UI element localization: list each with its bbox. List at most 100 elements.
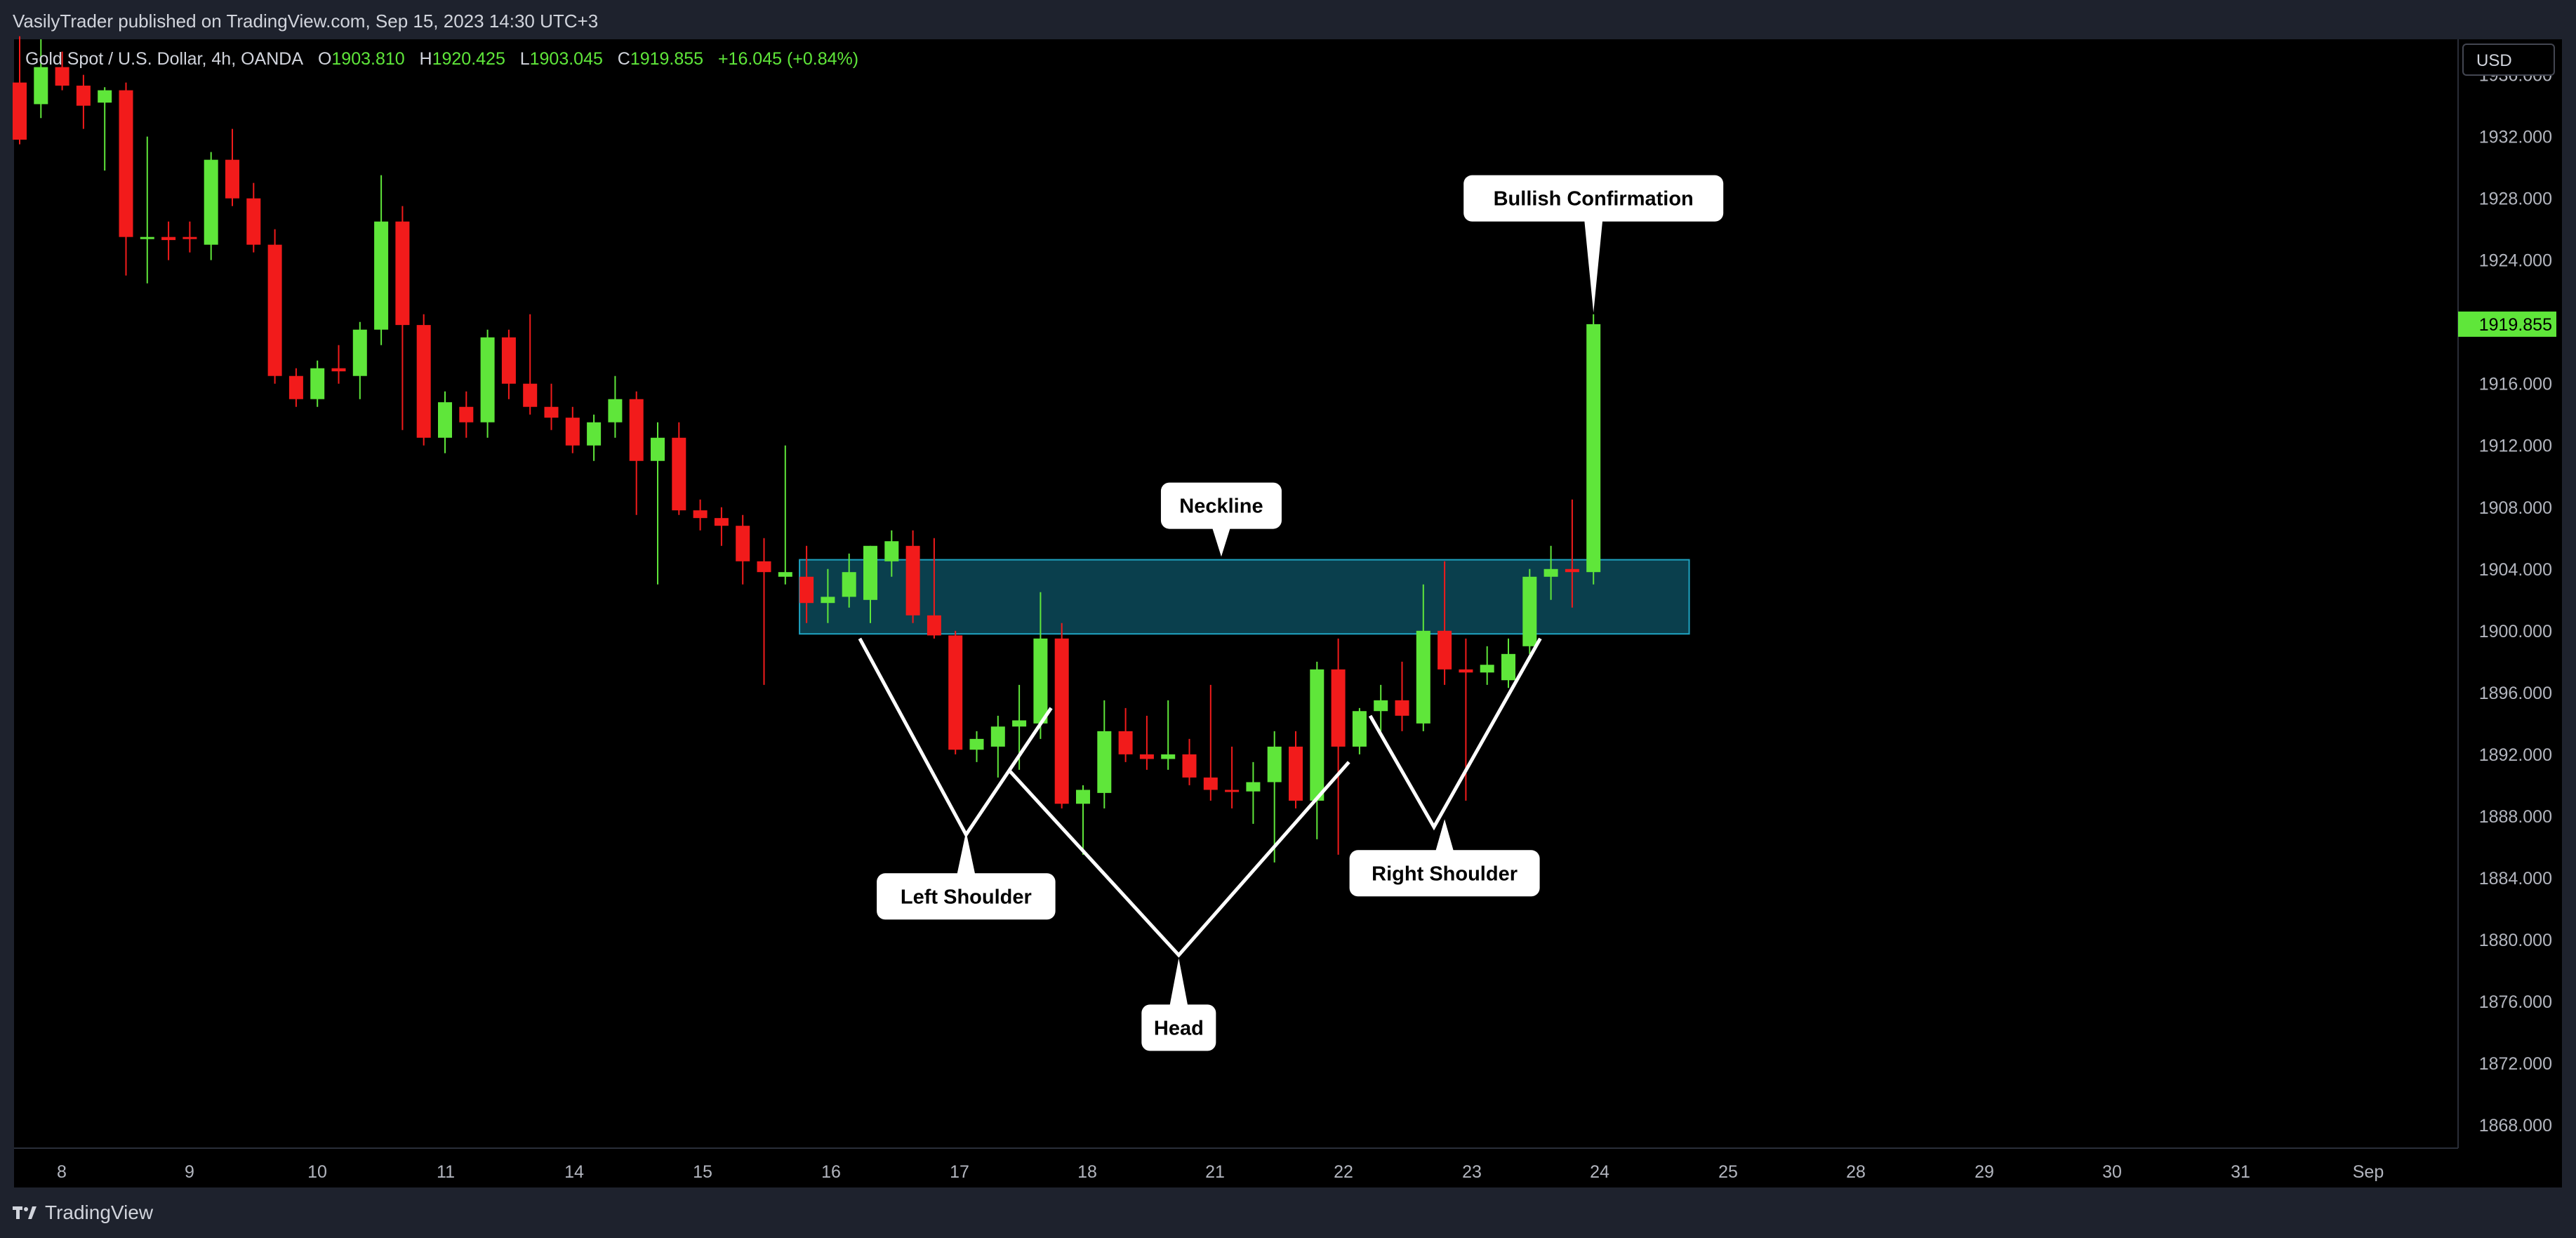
candle-body <box>1289 746 1303 801</box>
annotation-pointer <box>1169 958 1188 1006</box>
candle <box>1331 638 1346 855</box>
candle-body <box>1331 669 1346 747</box>
candle <box>842 553 856 608</box>
time-tick-label: 18 <box>1077 1162 1097 1182</box>
candle-body <box>310 368 325 399</box>
time-tick-label: 24 <box>1590 1162 1609 1182</box>
candle-body <box>161 237 176 241</box>
time-tick-label: 23 <box>1462 1162 1482 1182</box>
candle-body <box>225 159 239 199</box>
candle <box>438 391 452 453</box>
candle <box>1501 638 1515 688</box>
annotation-callout[interactable]: Right Shoulder <box>1349 819 1540 897</box>
candle-body <box>459 406 474 422</box>
price-tick-label: 1916.000 <box>2479 375 2552 394</box>
candle <box>1076 785 1090 855</box>
time-tick-label: 25 <box>1718 1162 1738 1182</box>
candle-body <box>267 244 282 376</box>
candle-body <box>736 526 750 561</box>
annotation-callout[interactable]: Left Shoulder <box>877 831 1056 920</box>
annotation-pointer <box>957 831 976 875</box>
currency-button[interactable]: USD <box>2462 44 2555 76</box>
candle-body <box>1459 669 1473 673</box>
candle-body <box>778 572 792 577</box>
candle-body <box>204 159 218 245</box>
annotation-callout[interactable]: Neckline <box>1160 482 1282 557</box>
candle <box>736 514 750 585</box>
time-tick-label: 21 <box>1205 1162 1225 1182</box>
candle <box>1139 715 1154 770</box>
price-tick-label: 1928.000 <box>2479 189 2552 209</box>
candle-body <box>1267 746 1282 783</box>
candle <box>1310 661 1324 839</box>
annotation-pointer <box>1584 220 1603 313</box>
candle-body <box>501 337 516 384</box>
candle <box>905 530 920 623</box>
candle <box>288 368 303 407</box>
candle <box>1267 731 1282 863</box>
candle <box>990 715 1005 778</box>
candle <box>501 329 516 399</box>
candle <box>948 630 963 754</box>
candle-body <box>629 399 644 461</box>
candle-body <box>480 337 495 422</box>
candle-body <box>714 518 729 526</box>
candle <box>161 221 176 260</box>
price-tick-label: 1908.000 <box>2479 498 2552 518</box>
symbol-name: Gold Spot / U.S. Dollar, 4h, OANDA <box>25 49 303 69</box>
candle-body <box>608 399 623 422</box>
annotation-box <box>877 873 1056 920</box>
candle <box>884 530 899 577</box>
candle-body <box>331 368 346 372</box>
candle-body <box>1118 731 1133 754</box>
candle <box>565 406 580 453</box>
candle <box>1480 646 1494 685</box>
candle <box>1182 738 1197 785</box>
candle-body <box>1225 790 1240 792</box>
candle-body <box>1097 731 1112 793</box>
candle-body <box>98 90 112 103</box>
candle <box>98 87 112 171</box>
candle-body <box>842 572 856 597</box>
candle-body <box>374 221 389 330</box>
time-tick-label: 11 <box>437 1162 455 1182</box>
candle <box>310 360 325 407</box>
published-header: VasilyTrader published on TradingView.co… <box>0 0 2576 39</box>
candle-body <box>246 198 261 245</box>
annotation-label: Bullish Confirmation <box>1494 188 1694 211</box>
candle <box>587 414 602 461</box>
annotation-label: Right Shoulder <box>1372 863 1518 885</box>
open-value: 1903.810 <box>331 49 405 69</box>
pattern-line <box>1007 761 1350 958</box>
candle <box>863 545 877 623</box>
candle-body <box>119 90 133 237</box>
candle-body <box>395 221 410 326</box>
candle <box>608 375 623 438</box>
candle <box>1033 592 1048 739</box>
candle <box>1543 545 1558 600</box>
candle <box>1225 746 1240 808</box>
candle <box>267 229 282 384</box>
candle-body <box>523 383 538 407</box>
candle <box>1352 707 1367 754</box>
price-tick-label: 1872.000 <box>2479 1054 2552 1074</box>
annotation-callout[interactable]: Head <box>1141 958 1216 1051</box>
candle <box>523 314 538 415</box>
candle <box>76 74 91 129</box>
price-tick-label: 1900.000 <box>2479 622 2552 641</box>
candle-body <box>1246 782 1261 792</box>
price-tick-label: 1888.000 <box>2479 807 2552 827</box>
footer: TradingView <box>0 1187 2576 1238</box>
candle <box>1522 568 1537 654</box>
candle-body <box>863 545 877 600</box>
candle-body <box>990 726 1005 747</box>
candle-body <box>1310 669 1324 801</box>
candle-body <box>1438 630 1452 670</box>
annotation-callout[interactable]: Bullish Confirmation <box>1463 175 1724 313</box>
time-tick-label: Sep <box>2353 1162 2384 1182</box>
candle-body <box>288 375 303 399</box>
price-tick-label: 1904.000 <box>2479 560 2552 580</box>
candle-body <box>1543 568 1558 577</box>
candle-body <box>544 406 559 418</box>
